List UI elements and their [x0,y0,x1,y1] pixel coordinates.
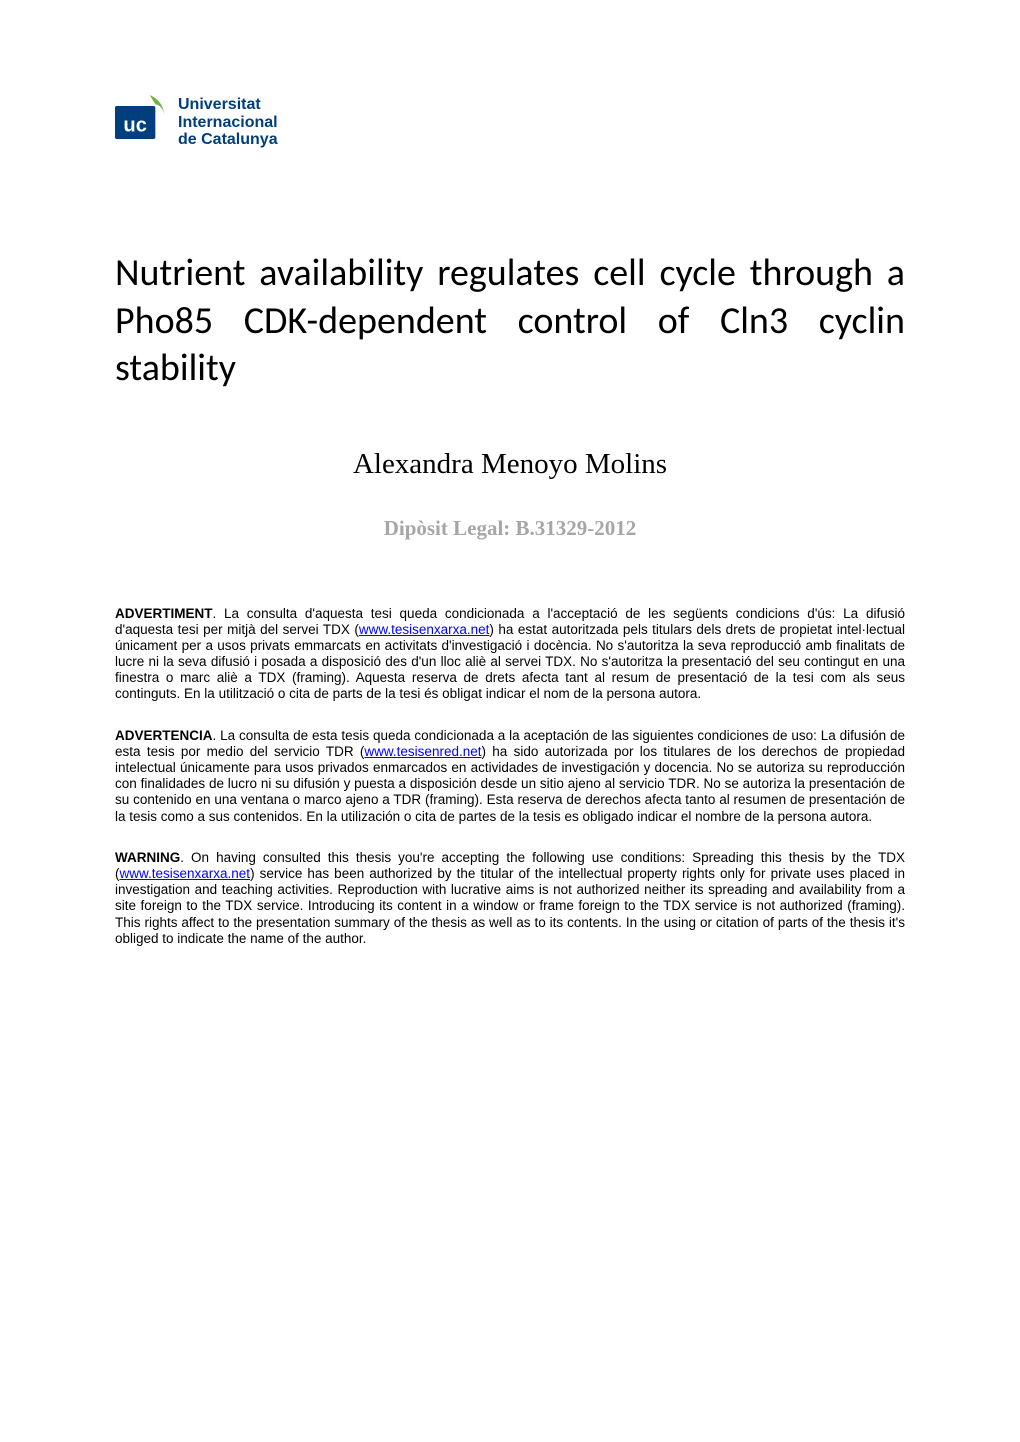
thesis-title: Nutrient availability regulates cell cyc… [115,250,905,393]
svg-text:uc: uc [123,115,147,137]
advertencia-heading: ADVERTENCIA [115,728,213,743]
logo-line-1: Universitat [178,96,278,114]
notice-advertiment: ADVERTIMENT. La consulta d'aquesta tesi … [115,606,905,703]
logo-line-3: de Catalunya [178,131,278,149]
notice-warning: WARNING. On having consulted this thesis… [115,850,905,947]
university-logo: uc Universitat Internacional de Cataluny… [115,95,905,150]
advertencia-link[interactable]: www.tesisenred.net [364,744,481,759]
deposit-legal: Dipòsit Legal: B.31329-2012 [115,516,905,541]
warning-link[interactable]: www.tesisenxarxa.net [120,866,251,881]
logo-text: Universitat Internacional de Catalunya [178,96,278,149]
notice-advertencia: ADVERTENCIA. La consulta de esta tesis q… [115,728,905,825]
uic-logo-mark: uc [115,95,170,150]
author-name: Alexandra Menoyo Molins [115,448,905,481]
advertiment-heading: ADVERTIMENT [115,606,213,621]
warning-heading: WARNING [115,850,180,865]
logo-line-2: Internacional [178,114,278,132]
advertiment-link[interactable]: www.tesisenxarxa.net [359,622,490,637]
